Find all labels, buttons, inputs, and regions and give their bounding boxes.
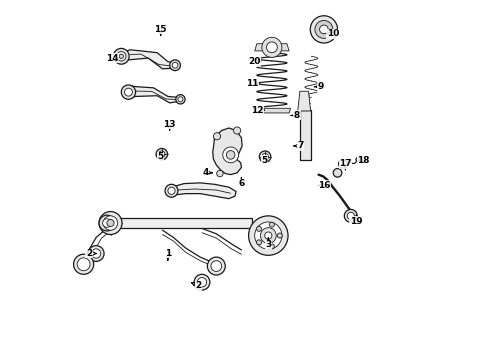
Circle shape [319, 25, 328, 34]
Text: 7: 7 [297, 141, 304, 150]
Text: 20: 20 [248, 57, 260, 66]
Circle shape [178, 97, 183, 102]
Text: 15: 15 [154, 25, 167, 34]
Circle shape [217, 170, 223, 177]
Circle shape [92, 249, 101, 258]
Circle shape [124, 88, 132, 96]
Circle shape [88, 246, 104, 261]
Text: 17: 17 [339, 159, 352, 168]
Circle shape [270, 244, 274, 249]
Circle shape [194, 274, 210, 290]
Text: 14: 14 [106, 54, 119, 63]
Text: 12: 12 [251, 105, 264, 114]
Polygon shape [128, 86, 182, 103]
Circle shape [156, 148, 168, 160]
Circle shape [223, 147, 239, 163]
Circle shape [257, 240, 262, 245]
Polygon shape [300, 110, 311, 160]
Polygon shape [123, 50, 179, 69]
Circle shape [270, 222, 274, 227]
Polygon shape [298, 91, 311, 111]
Text: 8: 8 [294, 111, 300, 120]
Text: 11: 11 [246, 79, 258, 88]
Circle shape [226, 150, 235, 159]
Text: 18: 18 [357, 156, 369, 165]
Text: 13: 13 [164, 120, 176, 129]
Circle shape [74, 254, 94, 274]
Circle shape [265, 232, 272, 239]
Circle shape [262, 153, 269, 160]
Text: 4: 4 [202, 168, 209, 177]
Circle shape [277, 233, 282, 238]
Circle shape [211, 261, 221, 271]
Circle shape [267, 42, 277, 53]
Text: 10: 10 [327, 29, 339, 38]
Polygon shape [213, 128, 242, 175]
Text: 9: 9 [317, 82, 323, 91]
Circle shape [248, 216, 288, 255]
Text: 1: 1 [165, 249, 171, 258]
Circle shape [333, 168, 342, 177]
Circle shape [99, 212, 122, 234]
Circle shape [339, 159, 347, 168]
Circle shape [165, 184, 178, 197]
Text: 3: 3 [265, 240, 271, 249]
Circle shape [214, 133, 220, 140]
Text: 5: 5 [262, 156, 268, 165]
Circle shape [197, 278, 207, 287]
Circle shape [347, 212, 354, 220]
Circle shape [122, 85, 136, 99]
Circle shape [262, 37, 282, 57]
Circle shape [170, 60, 180, 71]
Circle shape [176, 95, 185, 104]
Text: 2: 2 [195, 281, 201, 290]
Circle shape [260, 228, 276, 243]
Text: 19: 19 [350, 217, 363, 226]
Circle shape [234, 127, 241, 134]
Circle shape [103, 216, 118, 230]
Circle shape [117, 51, 126, 61]
Circle shape [259, 151, 271, 162]
Circle shape [315, 21, 333, 39]
Circle shape [344, 210, 357, 222]
Circle shape [172, 62, 178, 68]
Text: 16: 16 [318, 181, 330, 190]
Polygon shape [255, 44, 289, 51]
Text: 2: 2 [86, 249, 92, 258]
Circle shape [257, 226, 262, 231]
Circle shape [77, 258, 90, 271]
Polygon shape [169, 183, 236, 199]
Circle shape [207, 257, 225, 275]
Circle shape [168, 187, 175, 194]
Circle shape [99, 215, 115, 231]
Circle shape [107, 220, 114, 226]
Circle shape [102, 219, 111, 227]
Circle shape [113, 48, 129, 64]
Circle shape [119, 54, 123, 58]
Circle shape [159, 151, 165, 157]
Polygon shape [253, 108, 291, 113]
Polygon shape [105, 218, 252, 228]
Text: 5: 5 [158, 152, 164, 161]
Circle shape [255, 222, 282, 249]
Circle shape [310, 16, 338, 43]
Text: 6: 6 [238, 179, 245, 188]
